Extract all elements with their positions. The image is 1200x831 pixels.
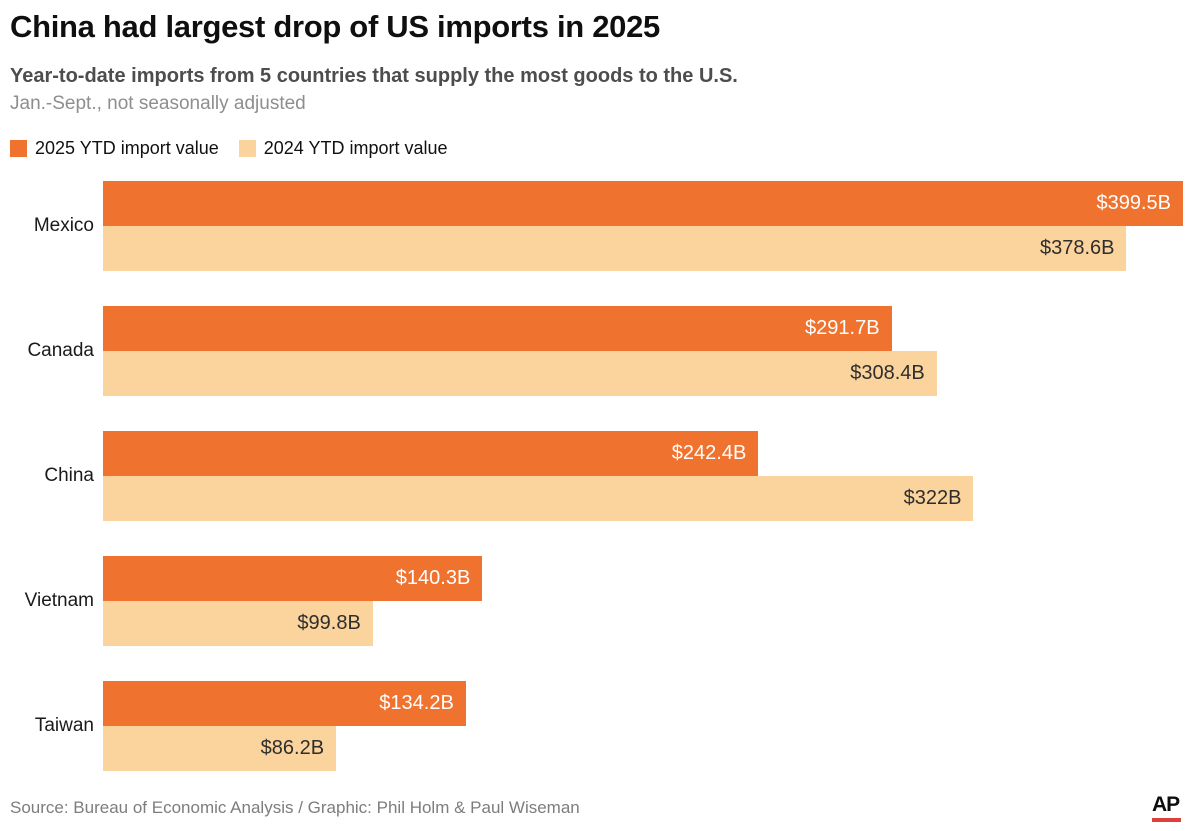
bar-value-label-2025: $140.3B: [395, 567, 471, 590]
bar-group: $242.4B $322B: [103, 431, 1183, 522]
bar-value-label-2025: $399.5B: [1096, 192, 1171, 215]
country-label: China: [44, 465, 94, 487]
source-text: Source: Bureau of Economic Analysis / Gr…: [10, 798, 580, 817]
bar-group: $291.7B $308.4B: [103, 306, 1183, 397]
legend-label: 2025 YTD import value: [35, 138, 219, 159]
bar-2024: $322B: [103, 476, 974, 522]
date-range-note: Jan.-Sept., not seasonally adjusted: [10, 93, 306, 115]
bar-row: Canada $291.7B $308.4B: [10, 306, 1183, 397]
country-label: Mexico: [33, 215, 94, 237]
ap-logo-underline: [1152, 818, 1181, 822]
legend-swatch: [238, 140, 256, 158]
bar-row: Taiwan $134.2B $86.2B: [10, 681, 1183, 772]
legend-item-2025: 2025 YTD import value: [10, 138, 219, 159]
country-label: Vietnam: [24, 590, 94, 612]
bar-group: $134.2B $86.2B: [103, 681, 1183, 772]
bar-value-label-2024: $86.2B: [260, 737, 325, 760]
bar-2024: $99.8B: [103, 601, 373, 647]
legend-label: 2024 YTD import value: [263, 138, 448, 159]
bar-value-label-2024: $99.8B: [297, 612, 361, 635]
bar-value-label-2024: $308.4B: [850, 362, 925, 385]
bar-2025: $134.2B: [103, 681, 466, 727]
bar-value-label-2024: $378.6B: [1039, 237, 1115, 260]
legend-item-2024: 2024 YTD import value: [238, 138, 448, 159]
footer: Source: Bureau of Economic Analysis / Gr…: [10, 794, 1183, 822]
page-title: China had largest drop of US imports in …: [10, 9, 660, 44]
bar-row: Mexico $399.5B $378.6B: [10, 181, 1183, 272]
bar-2025: $399.5B: [103, 181, 1183, 227]
country-label: Taiwan: [34, 715, 94, 737]
legend-swatch: [10, 140, 27, 158]
bar-2025: $140.3B: [103, 556, 483, 602]
bar-value-label-2025: $291.7B: [805, 317, 880, 340]
bar-2025: $291.7B: [103, 306, 892, 352]
bar-value-label-2024: $322B: [903, 487, 962, 510]
bar-value-label-2025: $134.2B: [379, 692, 454, 715]
bar-row: China $242.4B $322B: [10, 431, 1183, 522]
bar-2024: $308.4B: [103, 351, 937, 397]
bar-2024: $378.6B: [103, 226, 1127, 272]
country-label: Canada: [27, 340, 94, 362]
bar-value-label-2025: $242.4B: [671, 442, 747, 465]
page-subtitle: Year-to-date imports from 5 countries th…: [10, 65, 738, 88]
legend: 2025 YTD import value 2024 YTD import va…: [10, 138, 1183, 159]
bar-group: $140.3B $99.8B: [103, 556, 1183, 647]
ap-logo: AP: [1152, 794, 1181, 822]
bar-group: $399.5B $378.6B: [103, 181, 1183, 272]
ap-logo-text: AP: [1152, 793, 1180, 816]
bar-2024: $86.2B: [103, 726, 337, 772]
bar-chart: Mexico $399.5B $378.6B Canada $291.7B $3…: [10, 181, 1183, 772]
bar-2025: $242.4B: [103, 431, 759, 477]
bar-row: Vietnam $140.3B $99.8B: [10, 556, 1183, 647]
